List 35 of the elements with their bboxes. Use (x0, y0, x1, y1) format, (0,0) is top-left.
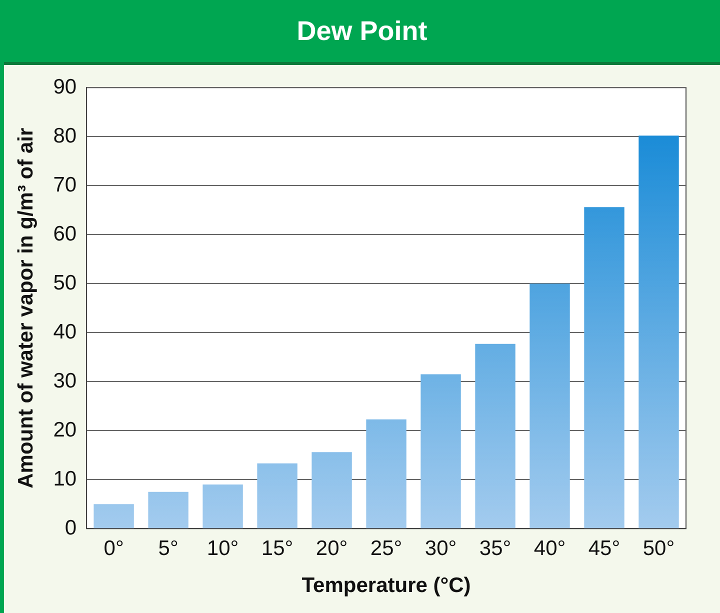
y-tick-label: 30 (53, 369, 77, 392)
x-tick-label: 20° (316, 536, 348, 560)
x-tick-label: 50° (642, 536, 675, 560)
x-tick-label: 25° (370, 536, 402, 560)
chart-title: Dew Point (4, 0, 720, 65)
y-tick-label: 60 (53, 222, 77, 246)
bar (366, 419, 406, 528)
bar (475, 344, 516, 528)
y-tick-label: 90 (53, 75, 77, 98)
x-tick-label: 40° (534, 536, 566, 560)
bar (257, 463, 298, 528)
x-tick-label: 45° (588, 536, 620, 560)
bar (584, 207, 624, 528)
x-axis-title: Temperature (°C) (302, 574, 471, 598)
y-tick-label: 20 (53, 418, 77, 442)
bar (202, 484, 243, 528)
bar (638, 136, 679, 528)
x-tick-label: 35° (479, 536, 512, 560)
bar (94, 504, 134, 528)
x-tick-label: 30° (424, 536, 457, 560)
y-tick-label: 10 (53, 467, 77, 490)
bar (530, 284, 570, 528)
x-tick-label: 10° (206, 536, 239, 560)
y-tick-label: 70 (53, 173, 77, 196)
bar (420, 374, 461, 528)
bar (148, 492, 188, 528)
x-tick-label: 0° (104, 536, 124, 560)
x-tick-label: 5° (158, 536, 178, 560)
y-tick-label: 80 (53, 124, 77, 148)
x-tick-label: 15° (261, 536, 294, 560)
bar (312, 452, 352, 528)
y-axis-title: Amount of water vapor in g/m³ of air (14, 128, 38, 488)
y-tick-label: 0 (64, 516, 77, 540)
y-tick-label: 50 (53, 271, 77, 294)
y-tick-label: 40 (53, 320, 77, 344)
